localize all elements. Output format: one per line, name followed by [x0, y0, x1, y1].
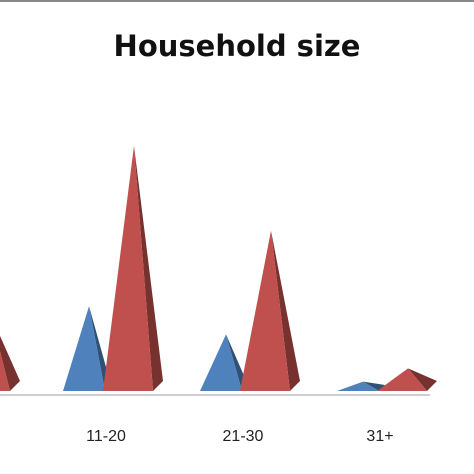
pyramid-front-face	[377, 368, 427, 391]
pyramid-side-face	[226, 334, 248, 391]
pyramid-front-face	[240, 230, 290, 391]
pyramid-11-20-series-2	[103, 145, 163, 391]
pyramid-side-face	[271, 230, 300, 391]
pyramid-side-face	[408, 368, 437, 391]
pyramid-marks	[0, 145, 437, 391]
x-tick-label: 31+	[366, 428, 393, 445]
pyramid-31+-series-2	[377, 368, 437, 391]
pyramid-31+-series-1	[337, 381, 385, 391]
pyramid-11-20-series-1	[63, 306, 111, 391]
pyramid-front-face	[103, 145, 153, 391]
pyramid-side-face	[0, 335, 20, 391]
x-tick-label: 11-20	[86, 428, 126, 445]
pyramid-front-face	[337, 381, 379, 391]
pyramid-side-face	[89, 306, 111, 391]
pyramid-21-30-series-2	[240, 230, 300, 391]
pyramid-front-face	[0, 351, 10, 391]
pyramid-1-10-series-2	[0, 335, 20, 391]
x-tick-label: 21-30	[223, 428, 264, 445]
pyramid-front-face	[63, 306, 105, 391]
x-tick-labels: 11-20 21-30 31+	[86, 428, 393, 445]
pyramid-side-face	[363, 381, 385, 391]
pyramid-side-face	[134, 145, 163, 391]
pyramid-front-face	[200, 334, 242, 391]
chart-title: Household size	[114, 29, 361, 63]
pyramid-21-30-series-1	[200, 334, 248, 391]
